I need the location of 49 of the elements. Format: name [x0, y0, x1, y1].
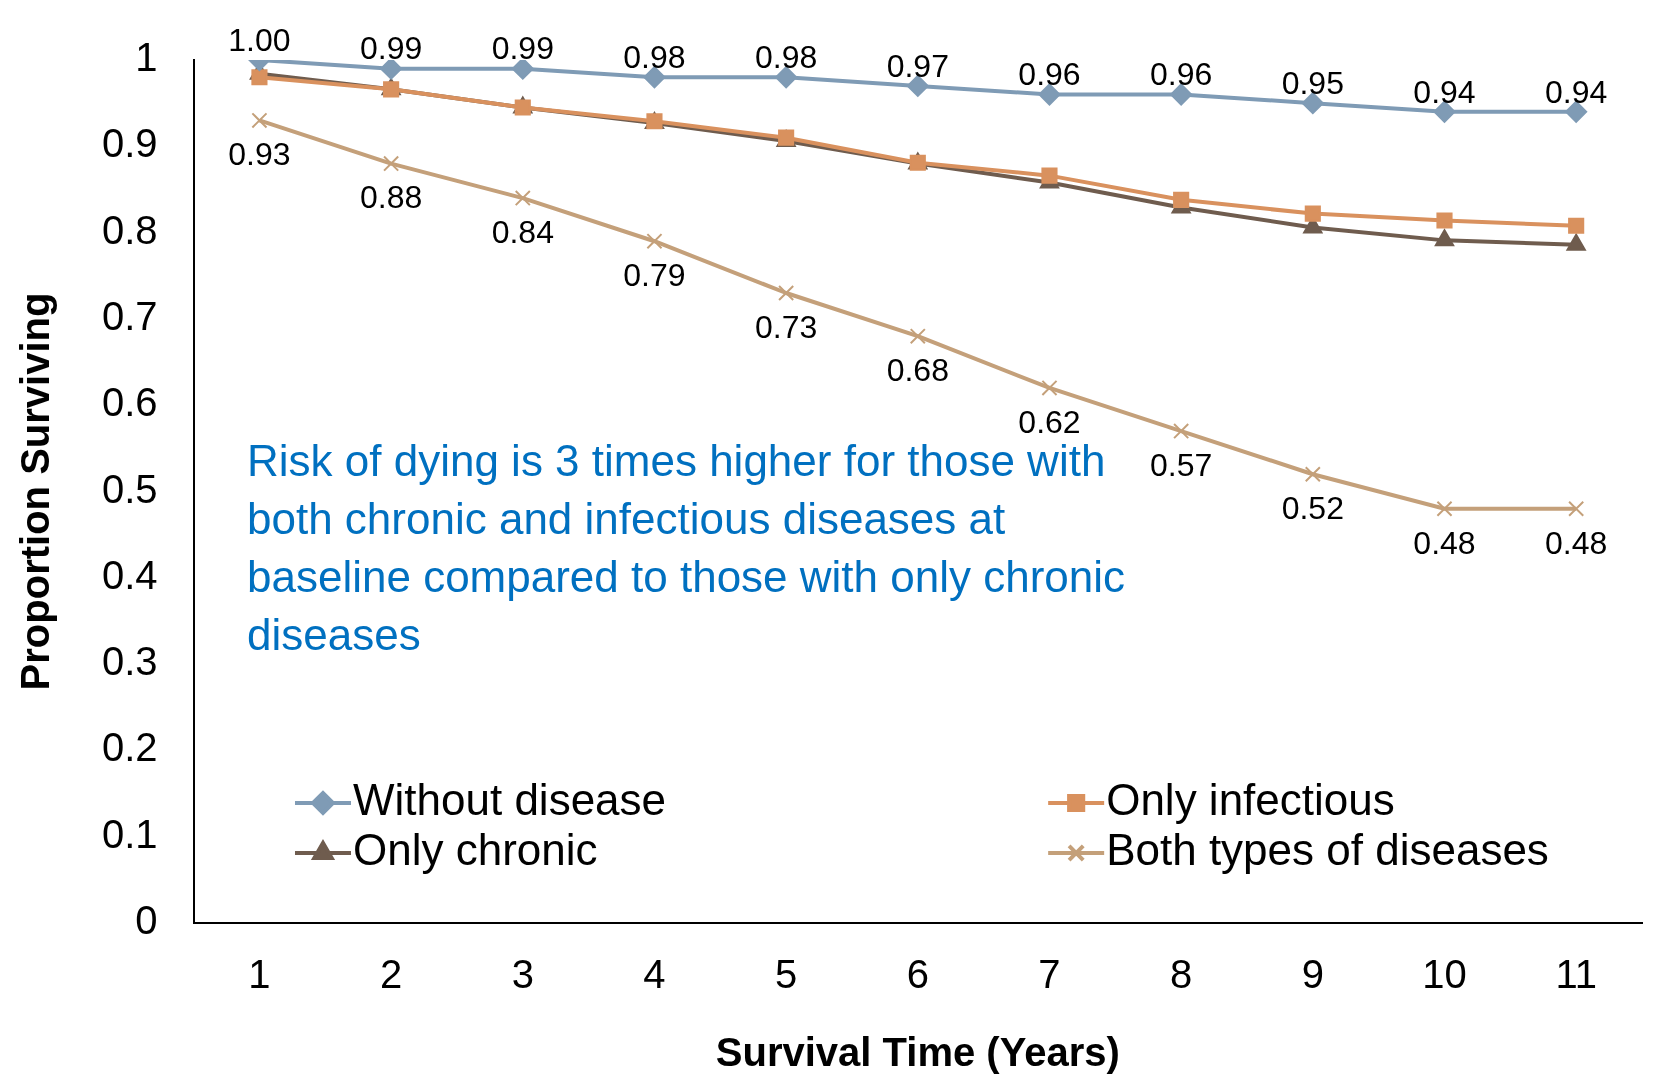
data-label: 0.98 — [623, 39, 686, 76]
data-label: 0.95 — [1281, 64, 1344, 101]
y-tick-label: 0.8 — [102, 207, 158, 252]
data-label: 0.94 — [1545, 73, 1608, 110]
x-tick-label: 11 — [1555, 952, 1597, 997]
data-label: 0.79 — [623, 257, 686, 294]
x-axis-title: Survival Time (Years) — [715, 1030, 1120, 1075]
data-label: 0.99 — [359, 30, 423, 67]
y-tick-label: 0 — [135, 898, 158, 943]
y-tick-label: 0.9 — [102, 121, 158, 166]
y-tick-label: 0.5 — [102, 466, 158, 511]
legend-label: Both types of diseases — [1106, 825, 1549, 875]
x-tick-label: 4 — [643, 952, 666, 997]
data-label: 0.48 — [1413, 524, 1476, 561]
y-axis-title: Proportion Surviving — [13, 292, 58, 691]
y-tick-label: 0.1 — [102, 811, 158, 856]
legend-label: Only chronic — [352, 825, 598, 875]
y-tick-label: 0.2 — [102, 725, 158, 770]
x-tick-label: 9 — [1301, 952, 1324, 997]
y-tick-label: 0.6 — [102, 380, 158, 425]
data-label: 0.96 — [1018, 56, 1081, 93]
data-label: 0.73 — [754, 308, 818, 345]
x-tick-label: 3 — [511, 952, 534, 997]
data-label: 0.52 — [1281, 490, 1344, 527]
x-tick-label: 1 — [248, 952, 271, 997]
y-tick-label: 1 — [135, 35, 158, 80]
x-tick-label: 8 — [1170, 952, 1193, 997]
data-label: 1.00 — [228, 21, 291, 58]
data-label: 0.94 — [1413, 73, 1476, 110]
data-label: 0.88 — [359, 179, 423, 216]
x-tick-label: 10 — [1422, 952, 1467, 997]
y-tick-label: 0.7 — [102, 293, 158, 338]
x-tick-label: 7 — [1038, 952, 1061, 997]
data-label: 0.48 — [1545, 524, 1608, 561]
y-tick-label: 0.3 — [102, 639, 158, 684]
data-label: 0.68 — [886, 351, 949, 388]
legend-label: Only infectious — [1106, 775, 1395, 825]
data-label: 0.99 — [491, 30, 554, 67]
x-tick-label: 6 — [906, 952, 929, 997]
data-label: 0.97 — [886, 47, 949, 84]
y-tick-label: 0.4 — [102, 552, 158, 597]
data-label: 0.98 — [754, 39, 818, 76]
data-label: 0.93 — [228, 136, 291, 173]
data-label: 0.57 — [1150, 446, 1213, 483]
legend-label: Without disease — [352, 775, 667, 825]
data-label: 0.96 — [1150, 56, 1213, 93]
x-tick-label: 5 — [775, 952, 798, 997]
data-label: 0.84 — [491, 213, 554, 250]
x-tick-label: 2 — [379, 952, 403, 997]
